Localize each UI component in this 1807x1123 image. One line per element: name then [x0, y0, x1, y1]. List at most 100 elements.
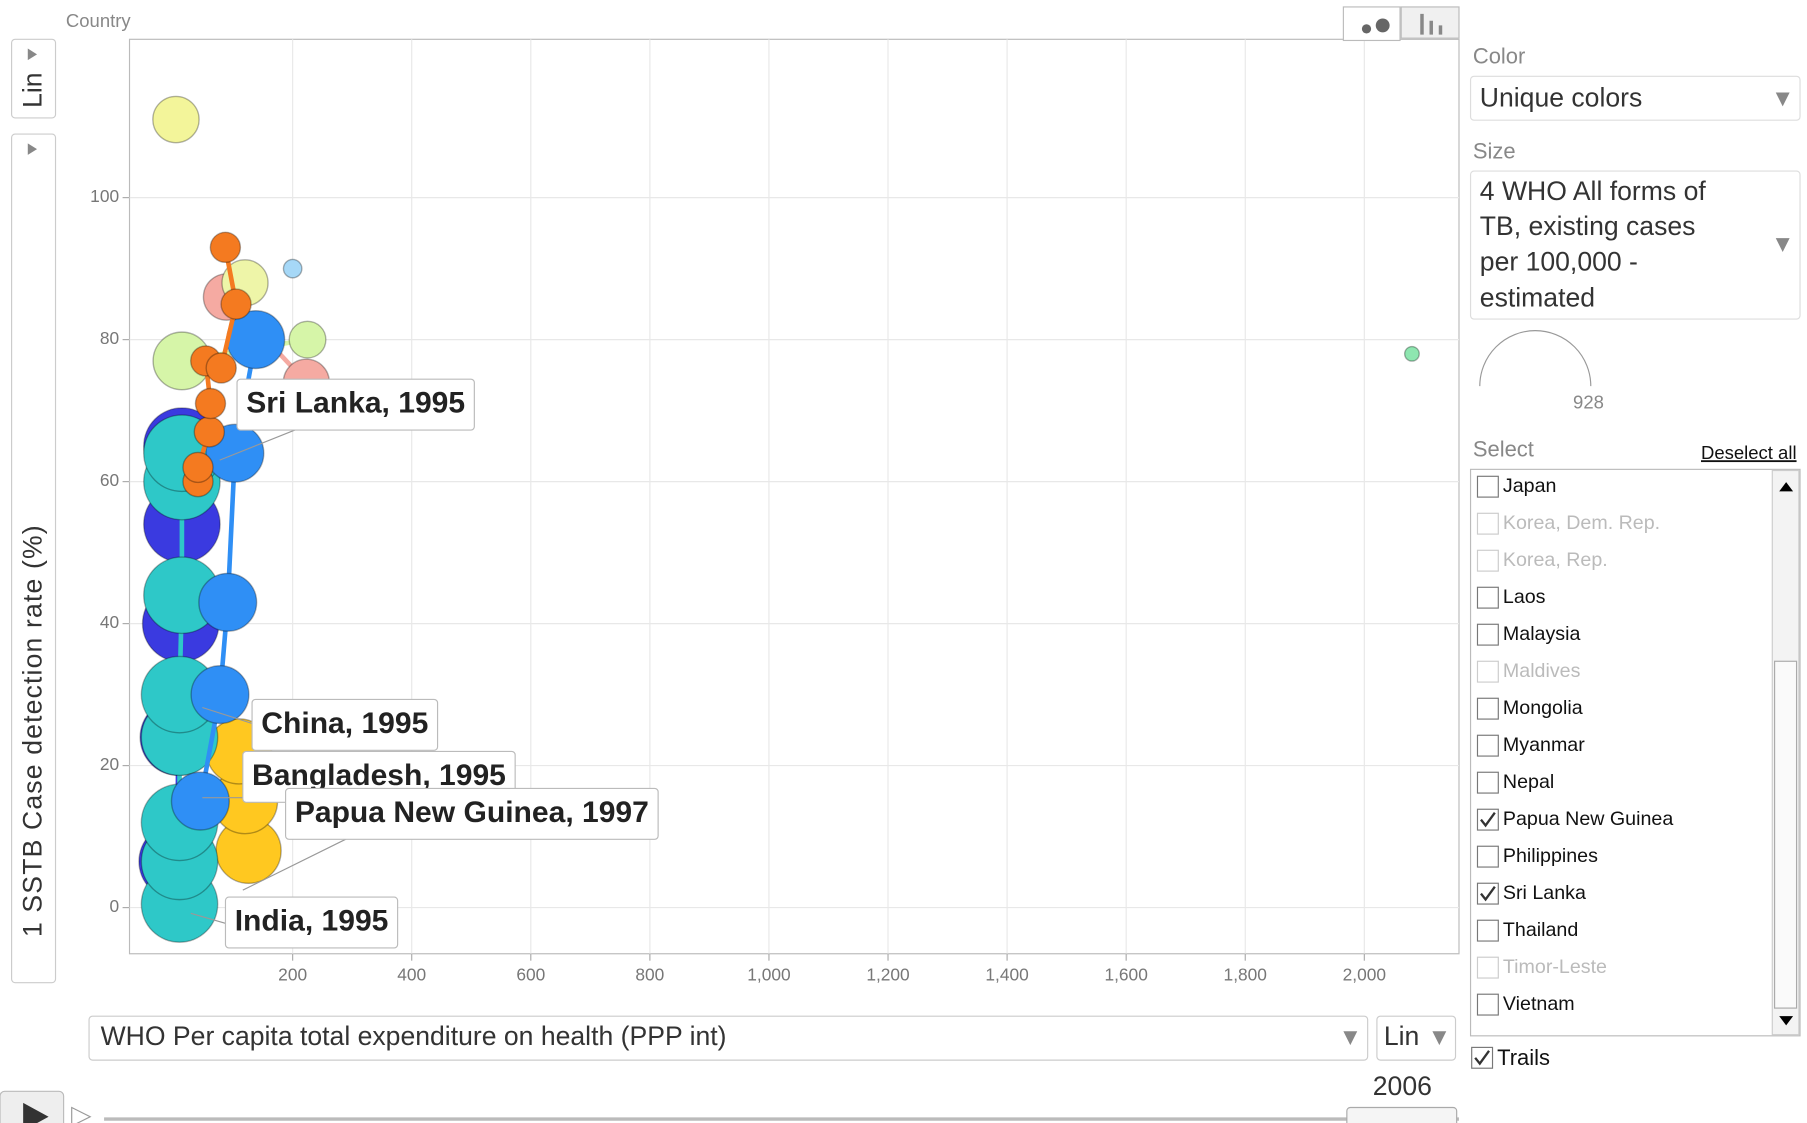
- leader-line: [219, 424, 307, 461]
- checkbox[interactable]: [1476, 623, 1499, 646]
- checkbox[interactable]: [1476, 882, 1499, 905]
- y-tick-label: 60: [100, 470, 119, 490]
- deselect-all[interactable]: Deselect all: [1701, 442, 1797, 463]
- checkbox[interactable]: [1476, 993, 1499, 1016]
- y-tick-label: 40: [100, 612, 119, 632]
- select-label: Select: [1473, 437, 1534, 462]
- check: [1474, 1050, 1490, 1066]
- country-name: Korea, Dem. Rep.: [1503, 512, 1660, 534]
- checkbox[interactable]: [1476, 512, 1499, 535]
- bubble-label: Sri Lanka, 1995: [246, 387, 465, 420]
- bubble-tab[interactable]: [1342, 6, 1401, 42]
- country-name: Japan: [1503, 475, 1557, 497]
- arrow: [27, 143, 38, 155]
- bubble-labels: Sri Lanka, 1995 China, 1995 Bangladesh, 19…: [190, 378, 659, 949]
- year: 2006: [1373, 1071, 1432, 1101]
- color-selector[interactable]: [1469, 75, 1801, 121]
- arrow: [1343, 1031, 1358, 1046]
- leader-line: [242, 834, 356, 891]
- play-button[interactable]: [0, 1090, 65, 1123]
- x-tick-label: 1,000: [747, 964, 790, 984]
- x-axis-label: WHO Per capita total expenditure on heal…: [101, 1021, 727, 1051]
- arrow: [1775, 238, 1790, 253]
- size-value: estimated: [1480, 282, 1595, 312]
- y-scale-button[interactable]: [11, 38, 57, 119]
- x-tick-label: 2,000: [1343, 964, 1386, 984]
- checkbox[interactable]: [1476, 919, 1499, 942]
- color-label: Color: [1473, 44, 1525, 69]
- tab-icon: [1420, 13, 1443, 35]
- y-tick-label: 0: [109, 896, 119, 916]
- y-axis-label: 1 SSTB Case detection rate (%): [18, 524, 48, 937]
- country-name: Malaysia: [1503, 623, 1581, 645]
- x-tick-label: 400: [397, 964, 426, 984]
- x-scale: Lin: [1384, 1021, 1419, 1051]
- x-tick-label: 1,600: [1104, 964, 1147, 984]
- trails-checkbox[interactable]: [1471, 1046, 1494, 1069]
- size-value: TB, existing cases: [1480, 211, 1696, 241]
- bubble: [282, 258, 303, 279]
- bubble: [182, 451, 214, 484]
- x-tick-label: 200: [278, 964, 307, 984]
- checkbox[interactable]: [1476, 771, 1499, 794]
- size-selector[interactable]: [1469, 170, 1801, 320]
- country-list: [1469, 468, 1801, 1037]
- bubble: [190, 665, 250, 725]
- y-tick-label: 80: [100, 328, 119, 348]
- scroll-thumb[interactable]: [1774, 660, 1798, 1009]
- checkbox[interactable]: [1476, 697, 1499, 720]
- checkbox[interactable]: [1476, 660, 1499, 683]
- checkbox[interactable]: [1476, 734, 1499, 757]
- bubbles: [138, 95, 1420, 943]
- x-scale-button[interactable]: [1376, 1015, 1457, 1061]
- country-name: Maldives: [1503, 660, 1581, 682]
- country-name: Laos: [1503, 586, 1546, 608]
- bubble: [194, 387, 227, 420]
- bubble: [152, 95, 200, 144]
- country-name: Korea, Rep.: [1503, 549, 1608, 571]
- country-name: Thailand: [1503, 919, 1578, 941]
- bubble: [193, 416, 226, 448]
- country-name: Sri Lanka: [1503, 882, 1586, 904]
- tab-icon: [1375, 18, 1390, 33]
- x-tick-label: 1,800: [1224, 964, 1267, 984]
- color-value: Unique colors: [1480, 82, 1643, 112]
- size-legend-arc: [1479, 330, 1592, 387]
- y-axis-selector[interactable]: [11, 133, 57, 984]
- country-name: Papua New Guinea: [1503, 808, 1673, 830]
- year-slider[interactable]: [1346, 1106, 1458, 1123]
- bubble-label: Papua New Guinea, 1997: [295, 796, 649, 829]
- checkbox[interactable]: [1476, 475, 1499, 498]
- arrow: [1432, 1031, 1447, 1046]
- label-box: [285, 787, 659, 840]
- bubble: [198, 572, 258, 632]
- x-tick-label: 1,200: [866, 964, 909, 984]
- y-scale: Lin: [18, 72, 48, 107]
- size-value: per 100,000 -: [1480, 247, 1638, 277]
- bubble-label: China, 1995: [261, 707, 428, 740]
- bubble-label: Bangladesh, 1995: [252, 759, 506, 792]
- bubble: [205, 352, 237, 384]
- bubble: [220, 288, 252, 320]
- country-name: Mongolia: [1503, 697, 1583, 719]
- country-name: Vietnam: [1503, 993, 1575, 1015]
- checkbox[interactable]: [1476, 956, 1499, 979]
- check: [1480, 886, 1496, 902]
- checkbox[interactable]: [1476, 549, 1499, 572]
- bubble: [209, 231, 242, 264]
- x-axis-selector[interactable]: [88, 1015, 1369, 1061]
- x-tick-label: 800: [635, 964, 664, 984]
- label-box: [224, 896, 399, 949]
- arrow: [1775, 92, 1790, 107]
- bubble-label: India, 1995: [235, 904, 389, 937]
- checkbox[interactable]: [1476, 808, 1499, 831]
- check: [1480, 812, 1496, 828]
- label-box: [251, 698, 439, 751]
- size-max: 928: [1573, 391, 1604, 412]
- speed-icon[interactable]: [71, 1106, 92, 1123]
- trails-label: Trails: [1497, 1045, 1550, 1070]
- country-name: Nepal: [1503, 771, 1554, 793]
- checkbox[interactable]: [1476, 845, 1499, 868]
- checkbox[interactable]: [1476, 586, 1499, 609]
